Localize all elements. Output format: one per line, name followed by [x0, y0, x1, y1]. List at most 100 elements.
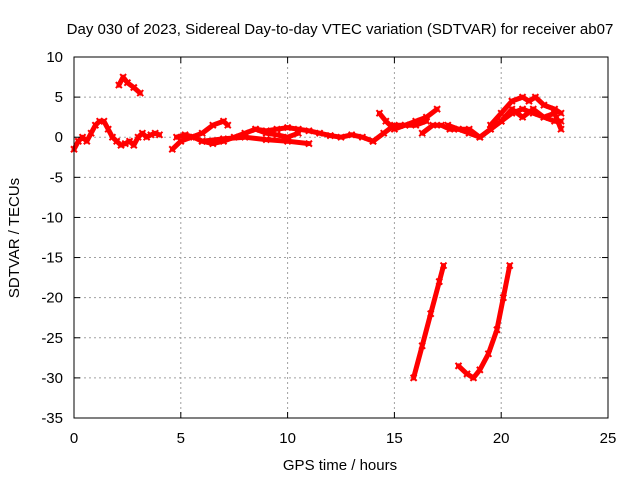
data-point — [155, 131, 164, 139]
data-point — [401, 121, 409, 129]
data-point — [83, 137, 91, 145]
data-point — [484, 350, 493, 358]
data-point — [412, 121, 420, 129]
data-point — [262, 135, 270, 144]
data-point — [358, 133, 367, 141]
data-point — [463, 370, 471, 378]
data-point — [262, 127, 270, 135]
data-series — [70, 73, 565, 382]
data-point — [444, 121, 452, 129]
data-point — [168, 145, 176, 153]
y-tick-label: -25 — [41, 330, 63, 347]
data-point — [369, 137, 377, 145]
data-point — [198, 129, 206, 137]
data-point — [219, 135, 228, 143]
data-point — [454, 125, 463, 133]
data-point — [465, 129, 473, 137]
data-point — [508, 105, 516, 113]
data-point — [273, 131, 281, 139]
data-point — [115, 81, 123, 89]
data-point — [418, 342, 426, 350]
data-point — [439, 261, 448, 270]
data-point — [347, 131, 356, 139]
y-tick-label: 10 — [46, 49, 63, 66]
x-axis-title: GPS time / hours — [283, 457, 397, 474]
data-point — [100, 117, 108, 125]
data-point — [189, 133, 198, 141]
y-tick-label: -15 — [41, 250, 63, 267]
x-tick-label: 10 — [279, 430, 296, 447]
data-point — [305, 139, 313, 148]
data-point — [326, 131, 335, 140]
data-point — [294, 125, 302, 133]
data-point — [557, 109, 565, 117]
data-point — [557, 125, 565, 133]
data-point — [273, 125, 281, 133]
data-point — [121, 139, 129, 148]
data-point — [315, 129, 324, 137]
y-tick-label: 5 — [55, 89, 63, 106]
x-tick-label: 25 — [600, 430, 617, 447]
data-point — [493, 326, 501, 334]
data-point — [429, 121, 437, 129]
data-point — [130, 83, 138, 92]
series-line — [253, 125, 376, 144]
x-tick-label: 15 — [386, 430, 403, 447]
data-point — [497, 109, 505, 117]
data-point — [497, 117, 505, 125]
y-axis-tick-labels: -35 -30 -25 -20 -15 -10 -5 0 5 10 — [41, 49, 63, 427]
data-point — [172, 133, 181, 141]
data-point — [518, 113, 527, 121]
data-point — [198, 137, 206, 145]
data-point — [209, 121, 217, 129]
y-tick-label: -20 — [41, 290, 63, 307]
x-tick-label: 0 — [70, 430, 78, 447]
data-point — [409, 374, 418, 382]
data-point — [506, 261, 514, 270]
data-point — [136, 89, 144, 97]
data-point — [283, 123, 292, 132]
data-point — [241, 133, 249, 141]
y-tick-label: -5 — [50, 169, 63, 186]
data-point — [486, 121, 495, 129]
data-point — [518, 93, 527, 101]
data-point — [181, 131, 189, 139]
data-point — [525, 97, 533, 105]
axis-ticks — [73, 56, 609, 419]
data-point — [142, 133, 151, 141]
data-point — [224, 121, 232, 129]
data-point — [418, 129, 426, 137]
grid-lines — [74, 57, 608, 418]
y-tick-label: -30 — [41, 370, 63, 387]
data-point — [518, 105, 527, 113]
data-point — [305, 127, 313, 135]
series-line — [456, 263, 513, 381]
data-point — [433, 105, 441, 113]
data-point — [380, 129, 388, 137]
data-point — [454, 362, 463, 370]
data-point — [508, 97, 516, 105]
data-point — [251, 125, 260, 133]
data-point — [87, 129, 95, 137]
data-point — [375, 109, 384, 117]
data-point — [469, 374, 478, 382]
x-tick-label: 5 — [177, 430, 185, 447]
data-point — [427, 310, 435, 318]
series-line — [199, 134, 312, 147]
data-point — [499, 293, 508, 302]
data-point — [382, 117, 390, 125]
data-point — [531, 93, 540, 101]
data-point — [123, 78, 132, 87]
chart-title: Day 030 of 2023, Sidereal Day-to-day VTE… — [67, 21, 614, 38]
data-point — [437, 121, 446, 129]
data-point — [540, 113, 548, 121]
data-point — [390, 125, 399, 133]
data-point — [283, 137, 292, 145]
data-point — [550, 109, 559, 117]
data-point — [130, 141, 138, 149]
data-point — [529, 105, 537, 113]
y-axis-title: SDTVAR / TECUs — [6, 178, 23, 298]
data-point — [422, 117, 431, 125]
series-line — [71, 118, 162, 152]
